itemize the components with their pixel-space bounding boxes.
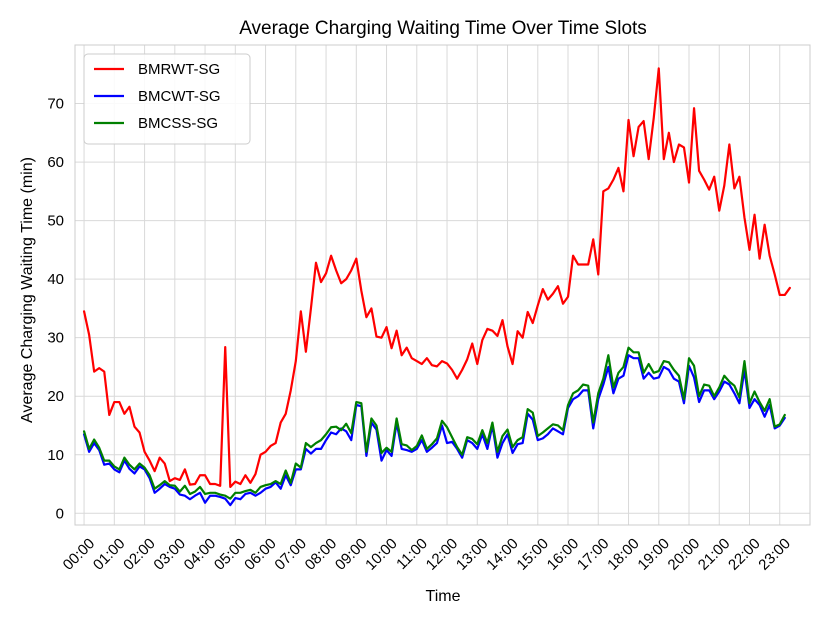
legend-label: BMRWT-SG [138, 61, 220, 78]
y-tick-label: 50 [47, 213, 64, 230]
legend: BMRWT-SG BMCWT-SG BMCSS-SG [83, 53, 251, 145]
y-tick-label: 10 [47, 447, 64, 464]
series-line-bmcss-sg [82, 346, 786, 500]
y-tick-label: 70 [47, 96, 64, 113]
series-lines [82, 67, 791, 507]
series-line-bmrwt-sg [82, 67, 791, 489]
x-axis-title: Time [426, 588, 461, 605]
chart-title: Average Charging Waiting Time Over Time … [239, 18, 647, 39]
y-tick-label: 0 [56, 505, 64, 522]
y-tick-label: 20 [47, 388, 64, 405]
y-tick-label: 60 [47, 154, 64, 171]
legend-label: BMCSS-SG [138, 115, 218, 132]
series-line-bmcwt-sg [82, 354, 786, 507]
grid-lines [75, 45, 810, 525]
legend-label: BMCWT-SG [138, 88, 221, 105]
y-axis: 0 10 20 30 40 50 60 70 [47, 96, 64, 523]
legend-box [83, 53, 251, 145]
y-tick-label: 40 [47, 271, 64, 288]
y-axis-title: Average Charging Waiting Time (min) [19, 157, 36, 423]
y-tick-label: 30 [47, 330, 64, 347]
plot-border [74, 44, 811, 526]
